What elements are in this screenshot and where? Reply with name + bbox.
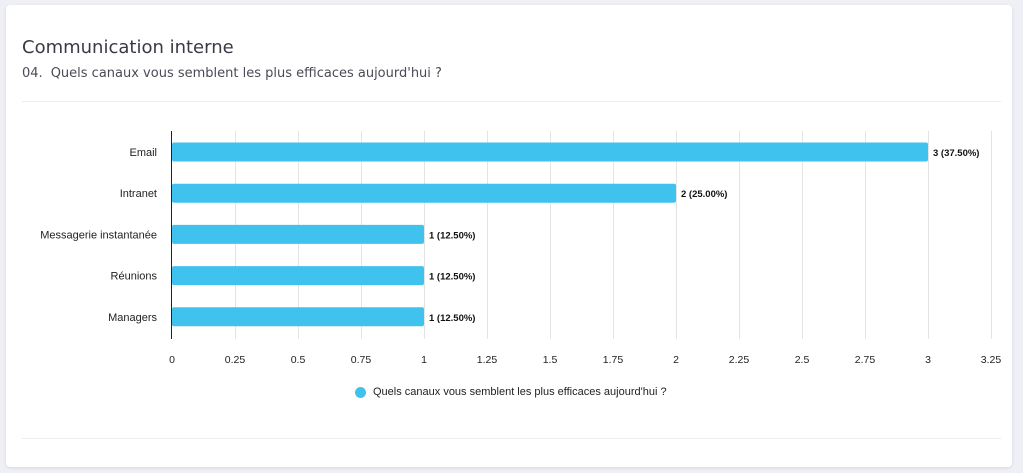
category-label: Email [129,147,157,159]
question-heading: 04. Quels canaux vous semblent les plus e… [22,66,442,81]
x-tick-label: 0 [169,354,175,366]
category-label: Intranet [120,188,157,200]
bar [172,266,424,286]
x-tick-label: 2.75 [855,354,876,366]
question-card: Communication interne 04. Quels canaux vo… [6,5,1012,467]
data-label: 1 (12.50%) [429,313,475,324]
bar [172,307,424,327]
x-tick-label: 3 [925,354,931,366]
category-label: Managers [108,312,157,324]
legend-swatch [355,386,366,398]
header-divider [22,101,1001,102]
data-label: 1 (12.50%) [429,272,475,283]
legend-label: Quels canaux vous semblent les plus effi… [373,386,667,398]
x-tick-label: 0.75 [351,354,372,366]
question-text: Quels canaux vous semblent les plus effi… [50,66,442,81]
data-label: 2 (25.00%) [681,189,727,200]
x-tick-label: 2.25 [729,354,750,366]
x-tick-label: 1.5 [543,354,558,366]
x-tick-label: 1.75 [603,354,624,366]
category-label: Réunions [111,271,158,283]
x-tick-label: 0.25 [225,354,246,366]
question-number: 04. [22,66,43,81]
chart-legend[interactable]: Quels canaux vous semblent les plus effi… [355,386,667,398]
section-title: Communication interne [22,37,234,58]
data-label: 3 (37.50%) [933,148,979,159]
bar [172,142,928,162]
x-tick-label: 3.25 [981,354,1002,366]
category-label: Messagerie instantanée [40,229,157,241]
x-tick-label: 2.5 [795,354,810,366]
x-tick-label: 1 [421,354,427,366]
x-tick-label: 1.25 [477,354,498,366]
data-label: 1 (12.50%) [429,230,475,241]
bar [172,224,424,244]
bar [172,183,676,203]
x-tick-label: 2 [673,354,679,366]
footer-divider [22,438,1001,439]
x-tick-label: 0.5 [291,354,306,366]
